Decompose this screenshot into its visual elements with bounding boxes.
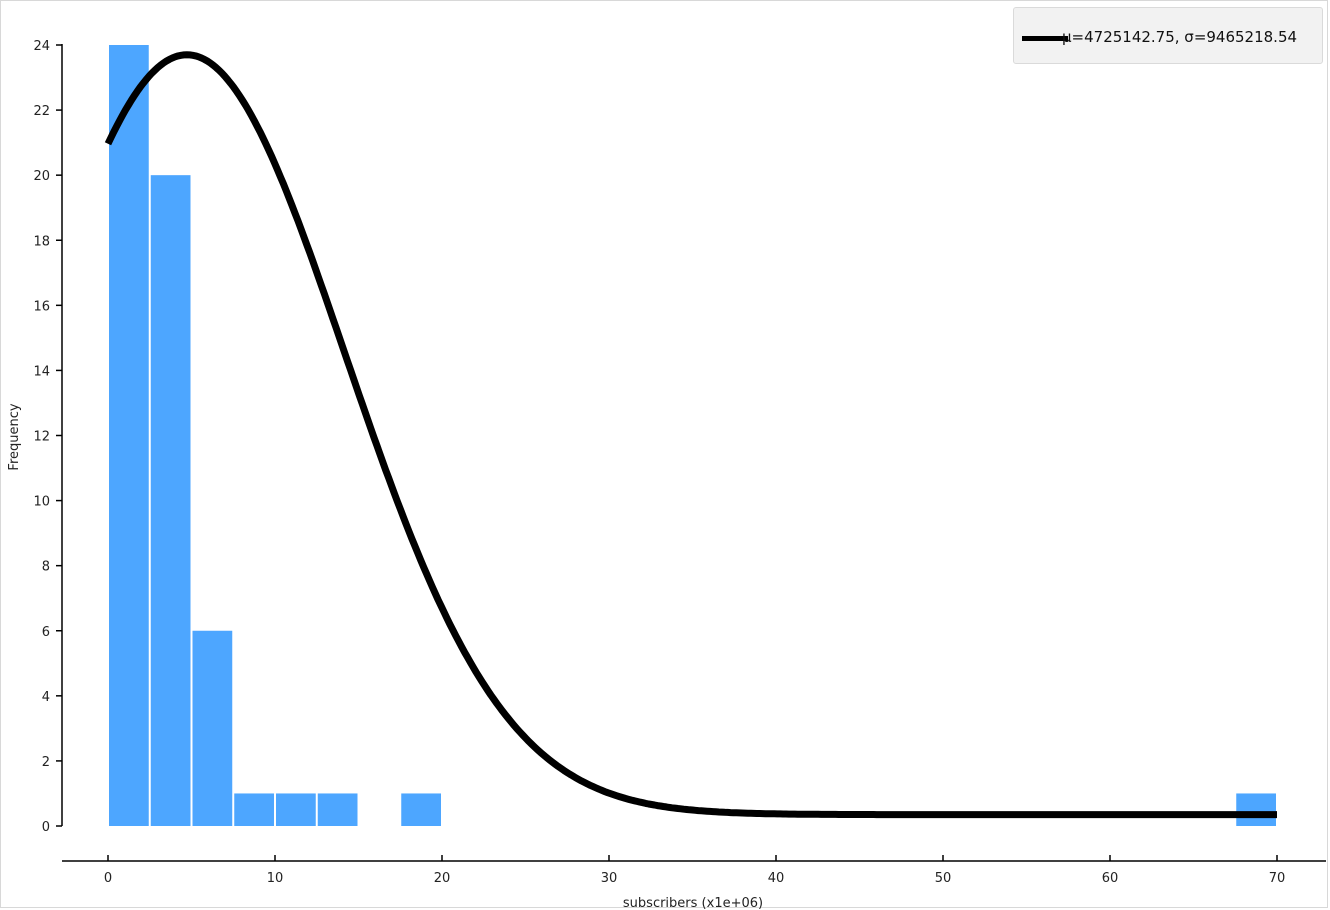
y-tick-label: 14 bbox=[33, 364, 50, 379]
fit-curve-layer bbox=[104, 51, 1278, 819]
histogram-bar bbox=[317, 793, 358, 826]
y-tick-label: 18 bbox=[33, 234, 50, 249]
x-tick-label: 40 bbox=[768, 871, 785, 886]
histogram-bar bbox=[109, 45, 149, 826]
x-axis: 0 10 20 30 40 50 60 70 bbox=[62, 855, 1326, 886]
x-tick-label: 0 bbox=[104, 871, 112, 886]
x-tick-label: 10 bbox=[267, 871, 284, 886]
x-tick-label: 30 bbox=[601, 871, 618, 886]
x-tick-label: 70 bbox=[1269, 871, 1286, 886]
y-tick-label: 16 bbox=[33, 299, 50, 314]
histogram-bar bbox=[276, 793, 316, 826]
histogram-bar bbox=[192, 630, 233, 826]
x-tick-label: 50 bbox=[935, 871, 952, 886]
histogram-bars bbox=[109, 45, 1276, 826]
histogram-bar bbox=[234, 793, 274, 826]
x-tick-label: 20 bbox=[434, 871, 451, 886]
y-tick-label: 10 bbox=[33, 495, 50, 510]
x-tick-label: 60 bbox=[1102, 871, 1119, 886]
histogram-bar bbox=[150, 175, 191, 826]
y-tick-label: 12 bbox=[33, 430, 50, 445]
normal-fit-curve bbox=[104, 51, 1278, 819]
y-tick-label: 24 bbox=[33, 39, 50, 54]
legend: μ=4725142.75, σ=9465218.54 bbox=[1013, 7, 1323, 64]
y-tick-label: 20 bbox=[33, 169, 50, 184]
histogram-bar bbox=[1236, 793, 1276, 826]
y-tick-label: 8 bbox=[42, 560, 50, 575]
y-tick-label: 6 bbox=[42, 625, 50, 640]
legend-label: μ=4725142.75, σ=9465218.54 bbox=[1062, 28, 1298, 46]
y-tick-label: 2 bbox=[42, 755, 50, 770]
y-axis-title: Frequency bbox=[7, 403, 22, 470]
histogram-bar bbox=[401, 793, 441, 826]
y-tick-label: 0 bbox=[42, 820, 50, 835]
y-tick-label: 4 bbox=[42, 690, 50, 705]
x-axis-title: subscribers (x1e+06) bbox=[623, 896, 763, 910]
legend-swatch-fit-curve bbox=[1022, 36, 1068, 41]
y-tick-label: 22 bbox=[33, 104, 50, 119]
